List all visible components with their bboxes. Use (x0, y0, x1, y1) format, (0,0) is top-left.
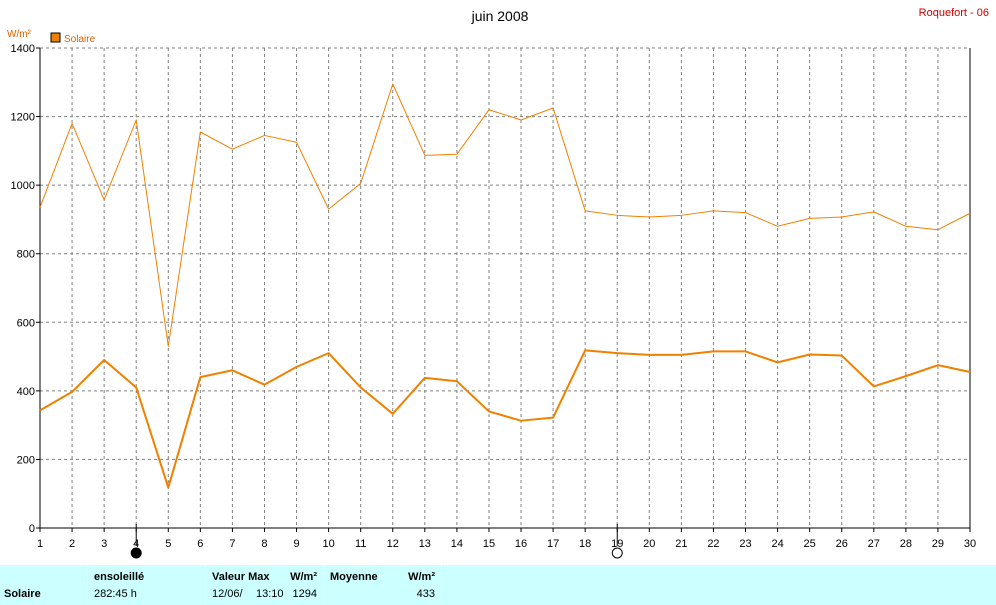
x-tick-label: 30 (964, 538, 976, 550)
max-date: 12/06/ (212, 588, 243, 600)
y-tick-label: 1000 (11, 180, 35, 192)
y-tick-label: 600 (17, 317, 35, 329)
y-tick-label: 0 (29, 523, 35, 535)
sunshine-value: 282:45 h (94, 588, 137, 600)
legend-swatch (50, 32, 61, 43)
x-tick-label: 1 (37, 538, 43, 550)
summary-series-name: Solaire (4, 588, 41, 600)
mean-value: 433 (416, 588, 435, 600)
x-tick-label: 29 (932, 538, 944, 550)
x-tick-label: 25 (804, 538, 816, 550)
chart-title: juin 2008 (471, 8, 529, 24)
x-tick-label: 26 (836, 538, 848, 550)
x-tick-label: 2 (69, 538, 75, 550)
legend-label: Solaire (64, 34, 96, 45)
sunshine-label: ensoleillé (94, 571, 145, 583)
x-tick-label: 11 (355, 538, 366, 550)
summary-mean-cell: Moyenne W/m² 433 (324, 565, 442, 605)
x-tick-label: 27 (868, 538, 880, 550)
x-tick-label: 6 (197, 538, 203, 550)
max-value: 1294 (292, 588, 317, 600)
y-axis-unit: W/m² (7, 29, 32, 40)
x-tick-label: 13 (419, 538, 431, 550)
x-tick-label: 22 (707, 538, 719, 550)
x-tick-label: 9 (293, 538, 299, 550)
y-tick-label: 1200 (11, 112, 35, 124)
series-line-mean (39, 349, 971, 489)
x-tick-label: 5 (165, 538, 171, 550)
x-tick-label: 10 (322, 538, 334, 550)
x-tick-label: 3 (101, 538, 107, 550)
y-tick-label: 200 (17, 454, 35, 466)
x-tick-label: 21 (675, 538, 687, 550)
x-tick-label: 14 (451, 538, 463, 550)
max-label: Valeur Max (212, 571, 270, 583)
x-tick-label: 17 (547, 538, 559, 550)
x-tick-label: 23 (739, 538, 751, 550)
x-tick-label: 24 (771, 538, 783, 550)
x-tick-label: 8 (261, 538, 267, 550)
y-tick-label: 1400 (11, 43, 35, 55)
x-tick-label: 7 (229, 538, 235, 550)
series-line-max (39, 83, 971, 347)
x-tick-label: 12 (387, 538, 399, 550)
summary-footer: Solaire ensoleillé 282:45 h Valeur Max W… (0, 565, 996, 605)
x-tick-label: 15 (483, 538, 495, 550)
solar-chart: juin 2008 Roquefort - 06 W/m² Solaire 0 2… (7, 7, 989, 559)
x-tick-label: 16 (515, 538, 527, 550)
max-unit: W/m² (290, 571, 317, 583)
summary-name-cell: Solaire (0, 565, 88, 605)
full-moon-icon (611, 547, 623, 559)
y-tick-label: 400 (17, 386, 35, 398)
max-time: 13:10 (256, 588, 284, 600)
x-tick-label: 28 (900, 538, 912, 550)
new-moon-icon (130, 547, 142, 559)
location-label: Roquefort - 06 (919, 7, 989, 19)
x-tick-label: 18 (579, 538, 591, 550)
mean-unit: W/m² (408, 571, 435, 583)
summary-max-cell: Valeur Max W/m² 12/06/ 13:10 1294 (206, 565, 324, 605)
x-tick-label: 20 (643, 538, 655, 550)
summary-sunshine-cell: ensoleillé 282:45 h (88, 565, 206, 605)
y-tick-label: 800 (17, 249, 35, 261)
mean-label: Moyenne (330, 571, 378, 583)
